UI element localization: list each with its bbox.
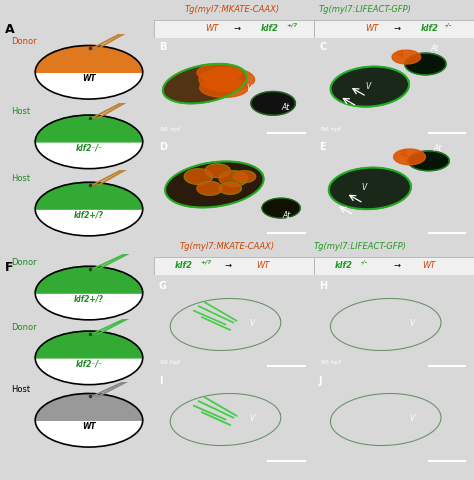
Text: At: At [430,44,438,53]
Wedge shape [35,394,143,420]
Text: Donor: Donor [11,323,37,332]
Text: At: At [283,211,291,220]
Wedge shape [35,266,143,293]
Polygon shape [405,53,446,75]
Wedge shape [35,182,143,209]
Text: WT: WT [205,24,219,33]
Text: -/-: -/- [445,22,453,27]
Text: klf2+/?: klf2+/? [74,295,104,303]
Text: klf2⁻/⁻: klf2⁻/⁻ [75,360,102,368]
Wedge shape [35,358,143,384]
Polygon shape [262,198,300,218]
Text: G: G [159,281,167,291]
Text: klf2+/?: klf2+/? [74,211,104,219]
Text: +/?: +/? [201,259,211,264]
Bar [154,20,314,38]
Polygon shape [331,67,409,107]
Text: Donor: Donor [11,37,37,46]
Text: B: B [159,42,166,52]
Polygon shape [163,64,247,104]
Text: V: V [249,319,255,328]
Text: F: F [5,261,14,274]
Text: D: D [159,142,167,152]
Polygon shape [165,161,264,207]
Text: +/?: +/? [287,22,298,27]
Text: -/-: -/- [360,259,368,264]
Wedge shape [35,46,143,72]
Text: V: V [362,183,367,192]
Bar [154,257,314,275]
Polygon shape [251,92,295,115]
Text: V: V [410,319,415,328]
Text: At: At [281,103,289,112]
Polygon shape [234,171,255,182]
Text: Donor: Donor [11,258,37,267]
Wedge shape [35,420,143,447]
Wedge shape [35,115,143,142]
Text: →: → [394,261,401,270]
Text: Tg(myl7:LIFEACT-GFP): Tg(myl7:LIFEACT-GFP) [314,242,407,251]
Text: 96 hpf: 96 hpf [160,360,181,365]
Text: →: → [234,24,241,33]
Polygon shape [408,151,449,171]
Polygon shape [197,181,222,195]
Polygon shape [329,168,411,209]
Text: H: H [319,281,327,291]
Text: E: E [319,142,326,152]
Polygon shape [205,164,230,178]
Text: V: V [249,414,255,423]
Text: 96 hpf: 96 hpf [160,127,181,132]
Polygon shape [219,182,241,194]
Text: Tg(myl7:LIFEACT-GFP): Tg(myl7:LIFEACT-GFP) [319,5,411,13]
Text: WT: WT [82,422,96,431]
Text: WT: WT [365,24,378,33]
Text: Host: Host [11,385,30,395]
Text: WT: WT [82,74,96,83]
Wedge shape [35,142,143,168]
Text: WT: WT [422,261,436,270]
Text: C: C [319,42,326,52]
Text: klf2: klf2 [174,261,192,270]
Polygon shape [184,169,213,184]
Text: 96 hpf: 96 hpf [320,360,341,365]
Text: Host: Host [11,107,30,116]
Polygon shape [392,50,420,64]
Polygon shape [394,149,426,165]
Wedge shape [35,209,143,236]
Text: →: → [224,261,231,270]
Wedge shape [35,293,143,320]
Text: klf2: klf2 [261,24,279,33]
Text: klf2: klf2 [335,261,352,270]
Polygon shape [197,64,241,82]
Text: V: V [246,84,251,93]
Text: Host: Host [11,174,30,183]
Text: 96 hpf: 96 hpf [320,127,341,132]
Text: Tg(myl7:MKATE-CAAX): Tg(myl7:MKATE-CAAX) [185,5,280,13]
Wedge shape [35,331,143,358]
Text: Tg(myl7:MKATE-CAAX): Tg(myl7:MKATE-CAAX) [180,242,275,251]
Text: klf2: klf2 [421,24,439,33]
Polygon shape [200,78,248,97]
Text: J: J [319,376,322,386]
Text: V: V [365,82,370,91]
Wedge shape [35,72,143,99]
Text: klf2⁻/⁻: klf2⁻/⁻ [75,144,102,152]
Bar [314,20,474,38]
Text: →: → [394,24,401,33]
Text: At: At [433,144,442,153]
Text: A: A [5,23,15,36]
Bar [314,257,474,275]
Text: I: I [159,376,162,386]
Polygon shape [219,171,248,186]
Text: WT: WT [256,261,270,270]
Text: V: V [410,414,415,423]
Polygon shape [199,68,255,91]
